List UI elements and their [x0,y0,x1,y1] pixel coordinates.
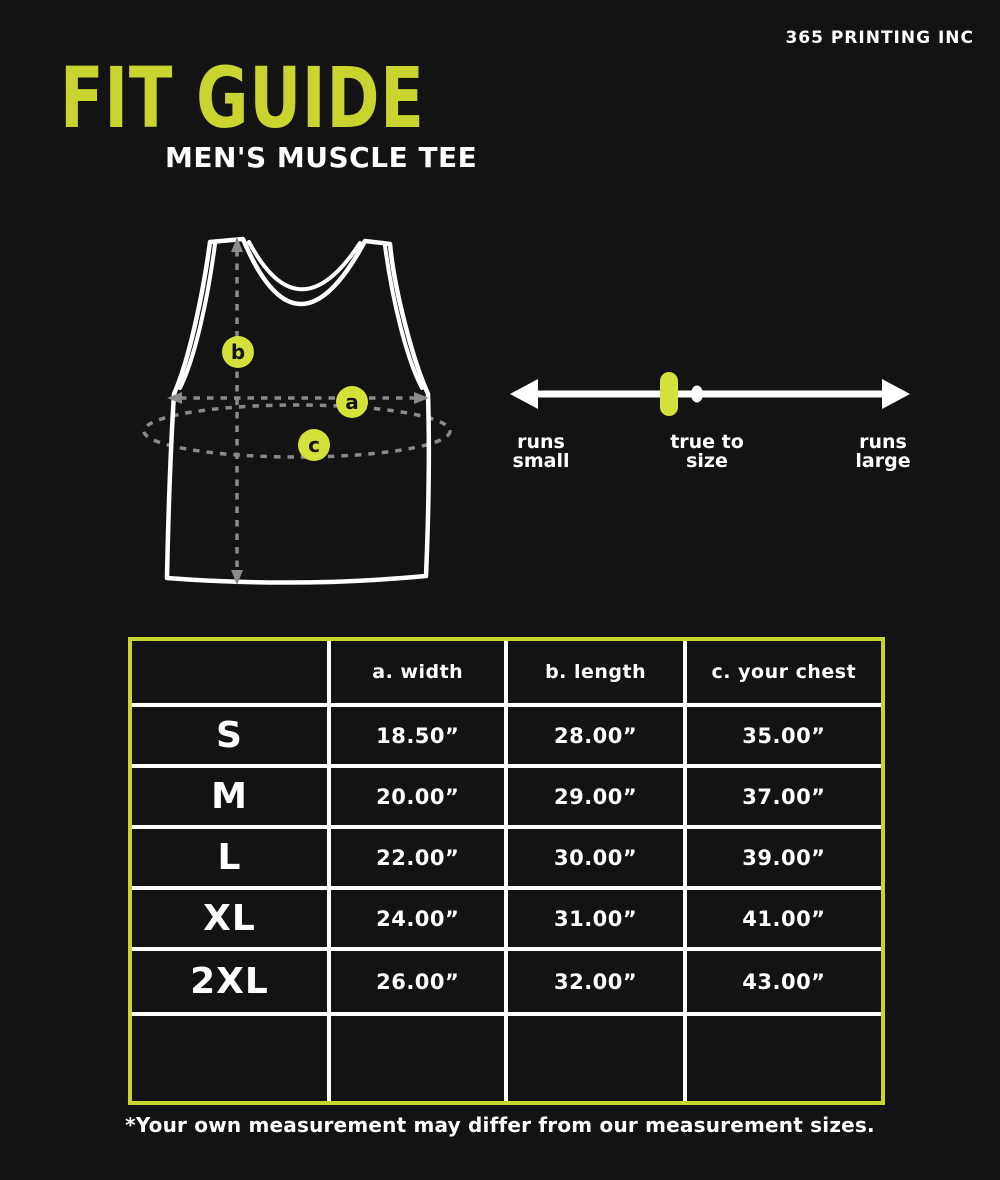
length-value: 28.00” [504,703,687,768]
table-row-2xl: 2XL 26.00” 32.00” 43.00” [132,947,881,1016]
width-value: 18.50” [326,703,509,768]
fit-scale: runs small true to size runs large [500,355,920,485]
size-label: S [132,703,331,768]
length-arrowhead-bottom [231,570,243,585]
header-cell-chest: c. your chest [682,641,881,707]
table-row-m: M 20.00” 29.00” 37.00” [132,764,881,829]
header-cell-blank [132,641,331,707]
size-table-grid: a. width b. length c. your chest S 18.50… [132,641,881,1101]
marker-a-label: a [345,390,359,414]
width-value: 20.00” [326,764,509,829]
page-title: FIT GUIDE [60,49,425,147]
size-label: M [132,764,331,829]
scale-label-line: runs [517,431,565,453]
width-arrowhead-left [167,392,182,404]
header-cell-length: b. length [504,641,687,707]
size-label: 2XL [132,947,331,1016]
scale-label-line: size [686,450,728,472]
table-header-row: a. width b. length c. your chest [132,641,881,707]
fit-position-marker [660,372,678,416]
marker-c-circle [298,429,330,461]
length-value [504,1012,687,1101]
right-armhole-seam [383,244,424,390]
chest-circumference-dashed-ellipse [142,403,452,459]
chest-value: 41.00” [682,886,881,951]
page-subtitle: MEN'S MUSCLE TEE [165,141,478,174]
scale-arrow-line [534,390,886,398]
muscle-tee-diagram: b a c [140,228,470,590]
width-value: 24.00” [326,886,509,951]
scale-label-true-to-size: true to size [647,433,767,471]
size-table: a. width b. length c. your chest S 18.50… [128,637,885,1105]
width-arrowhead-right [414,392,429,404]
marker-a-circle [336,386,368,418]
chest-value: 37.00” [682,764,881,829]
length-value: 32.00” [504,947,687,1016]
scale-label-line: small [512,450,570,472]
fit-scale-arrow-svg [510,372,910,416]
scale-label-runs-large: runs large [845,433,921,471]
size-label: L [132,825,331,890]
scale-label-line: true to [670,431,744,453]
chest-value [682,1012,881,1101]
marker-b-label: b [231,340,245,364]
scale-label-line: runs [859,431,907,453]
table-row-s: S 18.50” 28.00” 35.00” [132,703,881,768]
chest-value: 35.00” [682,703,881,768]
length-value: 31.00” [504,886,687,951]
chest-value: 43.00” [682,947,881,1016]
scale-label-runs-small: runs small [503,433,579,471]
scale-tick-dot [691,385,703,403]
table-row-l: L 22.00” 30.00” 39.00” [132,825,881,890]
header-cell-width: a. width [326,641,509,707]
left-armhole-seam [178,242,217,390]
table-row-xl: XL 24.00” 31.00” 41.00” [132,886,881,951]
scale-arrowhead-right [882,379,910,409]
scale-label-line: large [855,450,911,472]
tee-outline [164,236,432,585]
muscle-tee-illustration-svg: b a c [142,236,452,585]
width-value: 26.00” [326,947,509,1016]
length-value: 29.00” [504,764,687,829]
width-value: 22.00” [326,825,509,890]
scale-arrowhead-left [510,379,538,409]
size-label: XL [132,886,331,951]
marker-b-circle [222,336,254,368]
chest-value: 39.00” [682,825,881,890]
length-value: 30.00” [504,825,687,890]
width-value [326,1012,509,1101]
marker-c-label: c [308,433,320,457]
brand-name: 365 PRINTING INC [785,28,974,48]
length-arrowhead-top [231,237,243,252]
size-label [132,1012,331,1101]
collar-seam [247,240,362,292]
table-row-empty [132,1012,881,1101]
measurement-disclaimer: *Your own measurement may differ from ou… [125,1113,875,1137]
